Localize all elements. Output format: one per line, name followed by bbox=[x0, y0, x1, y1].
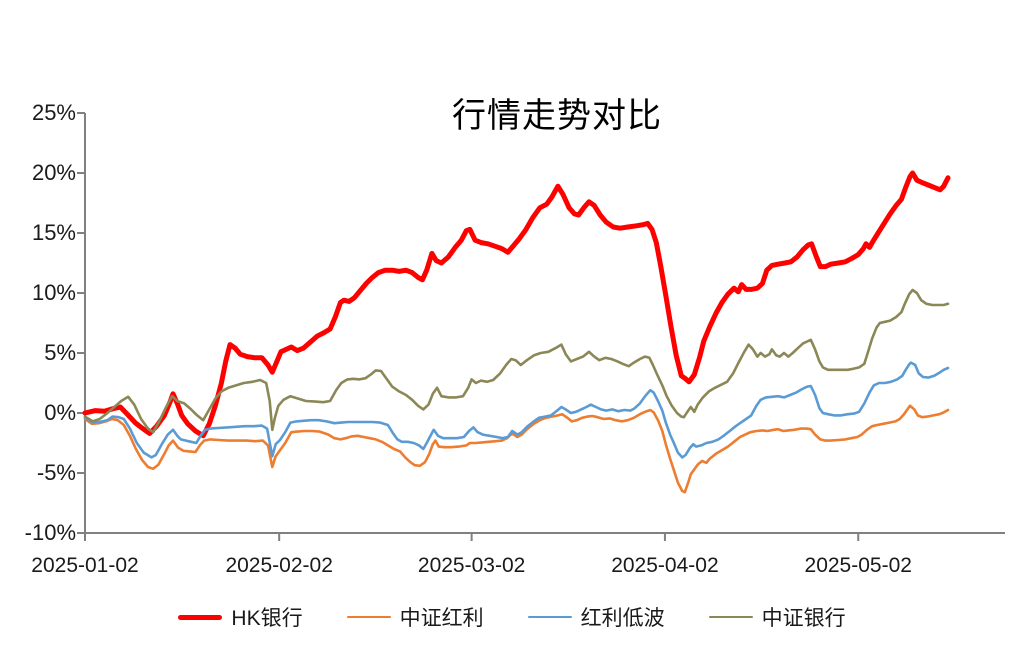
legend-line-swatch bbox=[178, 614, 223, 620]
y-tick-label: 25% bbox=[31, 100, 76, 125]
legend-item-3: 中证银行 bbox=[708, 602, 846, 632]
series-line-1 bbox=[83, 404, 950, 494]
chart-title: 行情走势对比 bbox=[452, 97, 662, 135]
x-tick-label: 2025-03-02 bbox=[417, 554, 526, 577]
x-tick-label: 2025-01-02 bbox=[31, 554, 139, 577]
legend-label: 红利低波 bbox=[580, 607, 665, 630]
series-line-3 bbox=[83, 288, 950, 434]
x-tick-label: 2025-05-02 bbox=[804, 554, 912, 577]
legend-item-1: 中证红利 bbox=[346, 602, 484, 632]
legend-item-2: 红利低波 bbox=[527, 602, 665, 632]
legend-line-swatch bbox=[346, 615, 391, 619]
y-tick-label: 10% bbox=[31, 280, 76, 305]
legend-label: HK银行 bbox=[231, 607, 303, 630]
legend-line-swatch bbox=[527, 615, 572, 619]
x-tick-label: 2025-02-02 bbox=[225, 554, 333, 577]
legend-item-0: HK银行 bbox=[178, 602, 303, 632]
y-tick-label: 5% bbox=[44, 340, 76, 365]
y-tick-label: 15% bbox=[31, 220, 76, 245]
chart-legend: HK银行 中证红利 红利低波 中证银行 bbox=[0, 602, 1024, 632]
legend-line-swatch bbox=[708, 615, 753, 619]
series-line-0 bbox=[82, 170, 951, 439]
legend-label: 中证红利 bbox=[399, 607, 484, 630]
y-tick-label: -10% bbox=[24, 520, 76, 545]
x-tick-label: 2025-04-02 bbox=[611, 554, 719, 577]
series-line-2 bbox=[83, 361, 950, 459]
y-tick-label: 0% bbox=[44, 400, 76, 425]
legend-label: 中证银行 bbox=[761, 607, 846, 630]
y-tick-label: 20% bbox=[31, 160, 76, 185]
y-tick-label: -5% bbox=[36, 460, 76, 485]
